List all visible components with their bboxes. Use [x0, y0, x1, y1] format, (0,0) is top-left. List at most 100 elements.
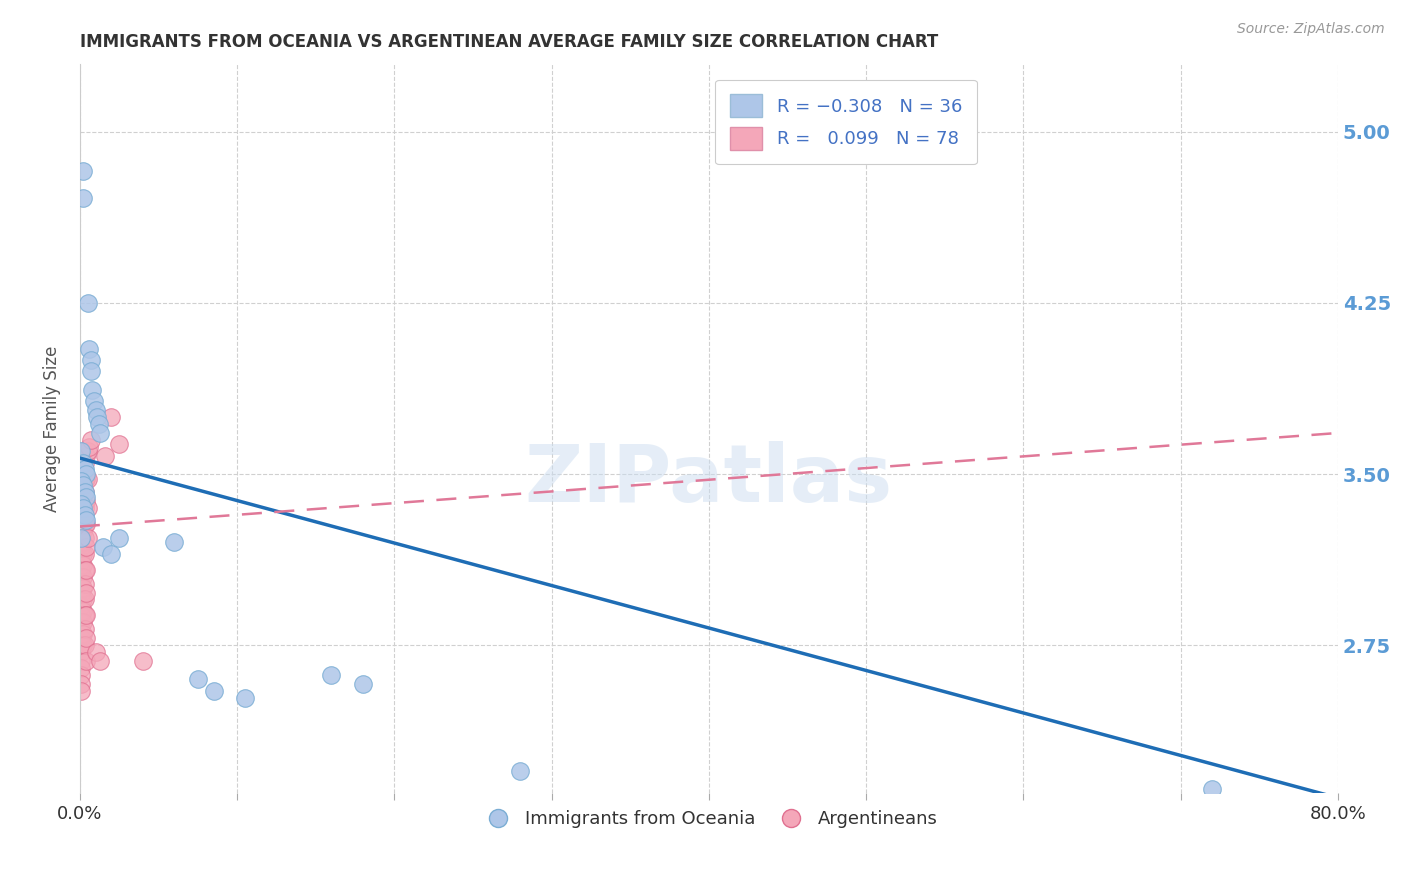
Point	[80, 433, 103, 447]
Point	[70, 622, 93, 636]
Point	[70, 608, 93, 623]
Point	[352, 677, 374, 691]
Point	[76, 296, 98, 310]
Point	[72, 592, 94, 607]
Point	[1201, 781, 1223, 796]
Point	[72, 615, 94, 630]
Point	[73, 472, 96, 486]
Point	[72, 626, 94, 640]
Point	[73, 592, 96, 607]
Point	[70, 576, 93, 591]
Point	[72, 163, 94, 178]
Point	[233, 690, 256, 705]
Point	[75, 517, 97, 532]
Point	[79, 440, 101, 454]
Point	[75, 494, 97, 508]
Point	[72, 467, 94, 481]
Point	[321, 667, 343, 681]
Point	[72, 604, 94, 618]
Point	[70, 554, 93, 568]
Point	[132, 654, 155, 668]
Point	[75, 540, 97, 554]
Point	[73, 462, 96, 476]
Point	[75, 563, 97, 577]
Point	[72, 478, 94, 492]
Point	[73, 608, 96, 623]
Point	[70, 592, 93, 607]
Point	[89, 654, 111, 668]
Point	[70, 501, 93, 516]
Point	[70, 531, 93, 545]
Point	[70, 677, 93, 691]
Point	[70, 638, 93, 652]
Text: IMMIGRANTS FROM OCEANIA VS ARGENTINEAN AVERAGE FAMILY SIZE CORRELATION CHART: IMMIGRANTS FROM OCEANIA VS ARGENTINEAN A…	[80, 33, 938, 51]
Point	[80, 364, 103, 378]
Legend: Immigrants from Oceania, Argentineans: Immigrants from Oceania, Argentineans	[472, 803, 945, 836]
Point	[72, 524, 94, 538]
Point	[73, 622, 96, 636]
Point	[70, 497, 93, 511]
Point	[72, 501, 94, 516]
Point	[76, 531, 98, 545]
Point	[70, 483, 93, 497]
Point	[72, 547, 94, 561]
Point	[70, 474, 93, 488]
Point	[163, 535, 186, 549]
Point	[72, 569, 94, 583]
Point	[100, 547, 122, 561]
Point	[509, 764, 531, 778]
Point	[75, 472, 97, 486]
Point	[72, 501, 94, 516]
Point	[83, 394, 105, 409]
Point	[93, 540, 115, 554]
Point	[70, 667, 93, 681]
Point	[75, 467, 97, 481]
Point	[70, 444, 93, 458]
Point	[84, 403, 107, 417]
Point	[70, 540, 93, 554]
Point	[72, 535, 94, 549]
Point	[73, 508, 96, 522]
Point	[100, 410, 122, 425]
Point	[108, 531, 131, 545]
Point	[108, 437, 131, 451]
Point	[70, 645, 93, 659]
Point	[70, 569, 93, 583]
Point	[70, 531, 93, 545]
Text: Source: ZipAtlas.com: Source: ZipAtlas.com	[1237, 22, 1385, 37]
Point	[73, 517, 96, 532]
Point	[82, 383, 104, 397]
Point	[75, 513, 97, 527]
Point	[73, 456, 96, 470]
Y-axis label: Average Family Size: Average Family Size	[44, 345, 60, 512]
Point	[72, 490, 94, 504]
Point	[72, 638, 94, 652]
Point	[72, 581, 94, 595]
Point	[72, 513, 94, 527]
Point	[84, 645, 107, 659]
Point	[70, 654, 93, 668]
Point	[73, 501, 96, 516]
Point	[73, 547, 96, 561]
Point	[70, 563, 93, 577]
Point	[202, 683, 225, 698]
Point	[72, 478, 94, 492]
Point	[75, 585, 97, 599]
Point	[73, 485, 96, 500]
Text: ZIPatlas: ZIPatlas	[524, 441, 893, 518]
Point	[75, 608, 97, 623]
Point	[70, 517, 93, 532]
Point	[73, 531, 96, 545]
Point	[75, 449, 97, 463]
Point	[70, 490, 93, 504]
Point	[73, 576, 96, 591]
Point	[75, 490, 97, 504]
Point	[73, 563, 96, 577]
Point	[70, 524, 93, 538]
Point	[80, 353, 103, 368]
Point	[187, 673, 209, 687]
Point	[72, 456, 94, 470]
Point	[70, 632, 93, 646]
Point	[76, 472, 98, 486]
Point	[75, 632, 97, 646]
